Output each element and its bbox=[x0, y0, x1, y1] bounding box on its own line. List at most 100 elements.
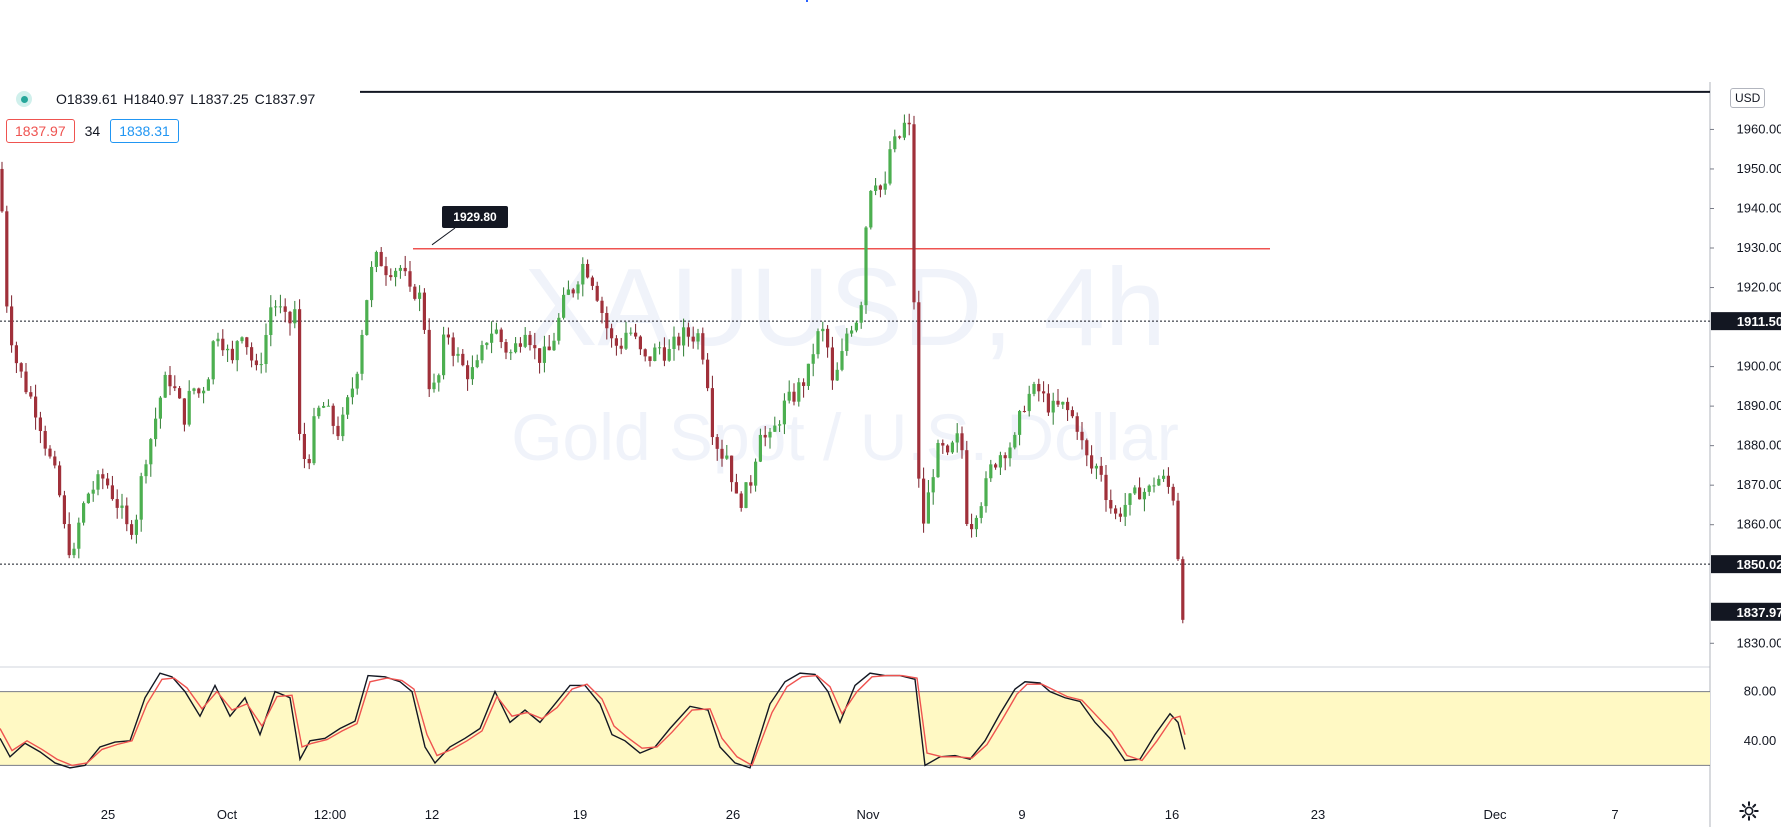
candle-body bbox=[874, 185, 878, 191]
candle-body bbox=[859, 305, 863, 323]
candle-body bbox=[802, 382, 806, 386]
candle-body bbox=[960, 433, 964, 451]
candle-body bbox=[19, 363, 23, 372]
price-tick-label: 1890.00 bbox=[1737, 398, 1781, 413]
candle-body bbox=[302, 433, 306, 460]
buy-button[interactable]: 1838.31 bbox=[110, 119, 179, 143]
candle-body bbox=[485, 342, 489, 346]
candle-body bbox=[154, 418, 158, 440]
candle-body bbox=[326, 405, 330, 407]
price-label-box bbox=[1711, 312, 1781, 331]
candle-body bbox=[394, 270, 398, 278]
candle-body bbox=[763, 434, 767, 438]
candle-body bbox=[648, 356, 652, 361]
candle-body bbox=[48, 448, 52, 457]
sell-button[interactable]: 1837.97 bbox=[6, 119, 75, 143]
candle-body bbox=[245, 337, 249, 348]
candle-body bbox=[456, 353, 460, 356]
candle-body bbox=[950, 442, 954, 453]
candle-body bbox=[206, 379, 210, 391]
candle-body bbox=[662, 347, 666, 361]
time-tick-label: 25 bbox=[101, 807, 115, 822]
candle-body bbox=[365, 300, 369, 335]
candle-body bbox=[600, 300, 604, 313]
candle-body bbox=[970, 524, 974, 530]
candle-body bbox=[744, 482, 748, 508]
candle-body bbox=[77, 522, 81, 549]
candle-body bbox=[1003, 455, 1007, 459]
price-axis[interactable]: 1960.00 1950.00 1940.00 1930.00 1920.00 1900.… bbox=[1710, 121, 1781, 650]
candle-body bbox=[830, 347, 834, 381]
time-tick-label: 12:00 bbox=[314, 807, 347, 822]
time-tick-label: 9 bbox=[1018, 807, 1025, 822]
gear-icon[interactable] bbox=[1738, 800, 1760, 822]
oscillator-axis[interactable]: 80.00 40.00 bbox=[1744, 684, 1777, 748]
candle-body bbox=[298, 309, 302, 434]
price-annotation-box[interactable] bbox=[442, 206, 508, 228]
candle-body bbox=[230, 348, 234, 361]
candle-body bbox=[638, 336, 642, 350]
candle-body bbox=[658, 347, 662, 349]
candle-body bbox=[312, 416, 316, 464]
candle-body bbox=[931, 477, 935, 493]
candle-body bbox=[240, 337, 244, 342]
candle-body bbox=[293, 309, 297, 324]
time-tick-label: 12 bbox=[425, 807, 439, 822]
candle-body bbox=[854, 322, 858, 331]
candle-body bbox=[624, 332, 628, 349]
candle-body bbox=[821, 328, 825, 332]
candle-body bbox=[197, 388, 201, 394]
candle-body bbox=[413, 286, 417, 299]
candle-body bbox=[480, 345, 484, 361]
status-icon[interactable] bbox=[16, 91, 32, 107]
candle-body bbox=[893, 136, 897, 150]
candle-body bbox=[1090, 455, 1094, 469]
candle-body bbox=[398, 267, 402, 271]
time-axis[interactable]: 25 Oct 12:00 12 19 26 Nov 9 16 23 Dec 7 bbox=[101, 807, 1619, 822]
price-label-box bbox=[1711, 555, 1781, 574]
candle-body bbox=[62, 495, 66, 525]
candle-body bbox=[682, 327, 686, 346]
candle-body bbox=[888, 149, 892, 184]
candle-body bbox=[965, 450, 969, 525]
candle-body bbox=[211, 341, 215, 380]
candle-body bbox=[53, 456, 57, 466]
candle-body bbox=[816, 331, 820, 355]
candle-body bbox=[125, 505, 129, 525]
candle-body bbox=[782, 400, 786, 425]
candle-body bbox=[778, 424, 782, 426]
candle-body bbox=[1099, 465, 1103, 475]
annotation-pointer bbox=[431, 227, 456, 246]
candle-body bbox=[811, 354, 815, 364]
price-tick-label: 1830.00 bbox=[1737, 635, 1781, 650]
candle-body bbox=[82, 503, 86, 523]
price-label-text: 1837.97 bbox=[1737, 605, 1781, 620]
candle-body bbox=[442, 334, 446, 376]
candle-body bbox=[883, 183, 887, 190]
candle-body bbox=[1142, 491, 1146, 500]
watermark-description: Gold Spot / U.S. Dollar bbox=[511, 400, 1179, 474]
candle-body bbox=[686, 327, 690, 337]
candle-body bbox=[672, 336, 676, 349]
candle-body bbox=[259, 364, 263, 366]
candle-body bbox=[96, 474, 100, 490]
price-annotation-label: 1929.80 bbox=[453, 210, 497, 224]
candle-body bbox=[1166, 475, 1170, 487]
top-cursor-marker bbox=[806, 0, 808, 2]
candle-body bbox=[1114, 508, 1118, 514]
candle-body bbox=[1152, 485, 1156, 487]
candle-body bbox=[418, 292, 422, 299]
candle-body bbox=[1042, 391, 1046, 394]
candle-body bbox=[34, 396, 38, 418]
candle-body bbox=[667, 348, 671, 361]
candle-body bbox=[274, 306, 278, 308]
candle-body bbox=[130, 524, 134, 535]
currency-button[interactable]: USD bbox=[1730, 88, 1766, 108]
candle-body bbox=[643, 349, 647, 357]
candle-body bbox=[278, 306, 282, 308]
candle-body bbox=[432, 382, 436, 390]
candle-body bbox=[403, 267, 407, 272]
candle-body bbox=[523, 334, 527, 347]
candle-body bbox=[360, 334, 364, 374]
